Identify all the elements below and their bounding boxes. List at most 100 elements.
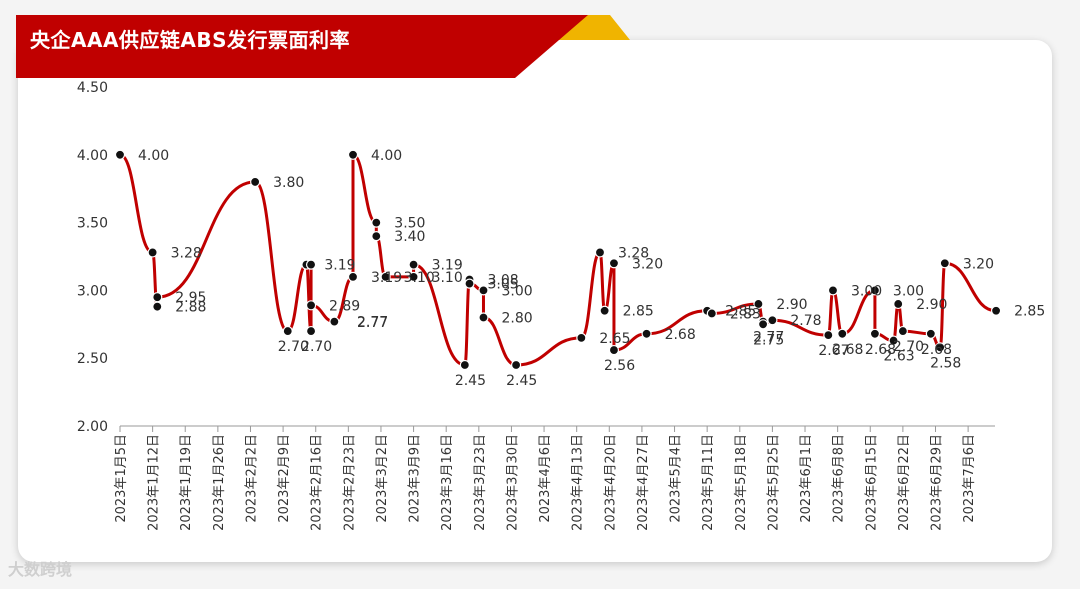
x-tick-label: 2023年2月9日: [277, 434, 292, 523]
data-point: [305, 300, 317, 311]
data-point: [250, 176, 261, 188]
watermark-logo: 大数跨境: [8, 560, 73, 579]
data-label: 2.56: [604, 358, 635, 374]
data-point: [347, 271, 359, 282]
x-axis: 2023年1月5日 2023年1月12日 2023年1月19日 2023年1月26日 2…: [114, 425, 995, 531]
data-label: 2.90: [776, 297, 807, 313]
x-tick-label: 2023年1月5日: [114, 434, 129, 523]
data-point: [869, 328, 881, 339]
data-label: 2.85: [725, 304, 756, 320]
y-tick-label: 4.00: [77, 148, 108, 164]
data-label: 2.89: [329, 298, 360, 314]
data-label: 2.63: [884, 349, 915, 365]
data-point: [757, 319, 769, 330]
data-label: 2.70: [893, 339, 924, 355]
x-tick-label: 2023年4月6日: [538, 434, 553, 523]
data-point: [594, 247, 606, 258]
data-label: 2.77: [753, 330, 784, 346]
x-tick-label: 2023年2月16日: [310, 434, 325, 531]
x-tick-label: 2023年6月22日: [897, 434, 912, 531]
banner-background: [16, 15, 588, 78]
data-label: 2.78: [790, 313, 821, 329]
data-point: [939, 258, 950, 269]
data-point: [478, 312, 489, 323]
y-tick-label: 2.50: [77, 351, 108, 367]
data-label: 3.28: [171, 245, 202, 261]
data-point: [305, 325, 317, 337]
x-tick-label: 2023年1月12日: [147, 434, 162, 531]
data-label: 2.45: [455, 373, 486, 389]
data-point: [347, 149, 359, 160]
x-tick-label: 2023年2月23日: [342, 434, 357, 531]
data-label: 3.19: [432, 258, 463, 274]
data-label: 3.10: [432, 270, 463, 286]
data-label: 2.70: [278, 339, 309, 355]
data-label: 2.77: [357, 315, 388, 331]
data-point: [329, 316, 340, 327]
x-tick-label: 2023年5月4日: [669, 434, 684, 523]
x-tick-label: 2023年3月23日: [473, 434, 488, 531]
data-label: 3.00: [851, 283, 882, 299]
data-label: 3.20: [632, 256, 663, 272]
data-label: 4.00: [371, 148, 402, 164]
data-point: [925, 328, 936, 339]
data-point: [576, 332, 587, 343]
data-point: [990, 305, 1002, 316]
data-point: [827, 285, 839, 296]
data-label: 3.10: [404, 270, 435, 286]
x-tick-label: 2023年6月29日: [930, 434, 945, 531]
data-point: [869, 285, 881, 296]
series-line: [119, 153, 997, 367]
data-points: [114, 149, 1002, 371]
y-tick-label: 2.00: [77, 419, 108, 435]
data-label: 2.67: [818, 343, 849, 359]
x-tick-label: 2023年2月2日: [244, 434, 259, 523]
data-point: [152, 292, 163, 303]
title-banner: [16, 15, 630, 78]
data-label: 2.68: [921, 342, 952, 358]
x-tick-label: 2023年4月13日: [571, 434, 586, 531]
x-tick-label: 2023年5月18日: [734, 434, 749, 531]
x-tick-label: 2023年3月16日: [440, 434, 455, 531]
data-point: [599, 305, 610, 316]
x-tick-label: 2023年3月30日: [505, 434, 520, 531]
data-label: 2.65: [599, 331, 630, 347]
data-label: 3.08: [488, 273, 519, 289]
x-tick-label: 2023年6月8日: [832, 434, 847, 523]
data-label: 4.00: [138, 148, 169, 164]
data-label: 2.68: [665, 327, 696, 343]
x-tick-label: 2023年4月20日: [603, 434, 618, 531]
data-point: [380, 271, 391, 282]
data-label: 2.83: [730, 306, 761, 322]
data-point: [282, 325, 293, 337]
chart-card: [18, 40, 1052, 562]
data-point: [371, 231, 382, 242]
data-label: 2.68: [865, 342, 896, 358]
data-label: 3.05: [488, 277, 519, 293]
data-point: [823, 330, 834, 341]
data-point: [305, 259, 317, 270]
data-label: 2.85: [1014, 304, 1045, 320]
x-tick-label: 2023年3月2日: [375, 434, 390, 523]
data-label: 3.00: [501, 283, 532, 299]
data-point: [114, 149, 126, 160]
data-point: [706, 308, 717, 319]
data-label: 2.75: [753, 332, 784, 348]
data-point: [753, 298, 764, 310]
data-point: [408, 259, 419, 270]
data-label: 2.58: [930, 355, 961, 371]
data-label: 3.19: [371, 270, 402, 286]
data-label: 2.68: [832, 342, 863, 358]
data-point: [641, 328, 652, 339]
data-label: 3.50: [394, 216, 425, 232]
data-point: [371, 217, 382, 228]
data-label: 3.19: [324, 258, 355, 274]
data-point: [408, 271, 419, 282]
y-tick-label: 3.00: [77, 283, 108, 299]
data-point: [510, 359, 522, 371]
data-labels: 4.00 3.28 2.882.95 3.80 2.70 3.19 2.70 2.89 3.19…: [138, 148, 1045, 389]
data-point: [478, 285, 489, 296]
data-point: [935, 342, 946, 353]
data-label: 2.70: [301, 339, 332, 355]
